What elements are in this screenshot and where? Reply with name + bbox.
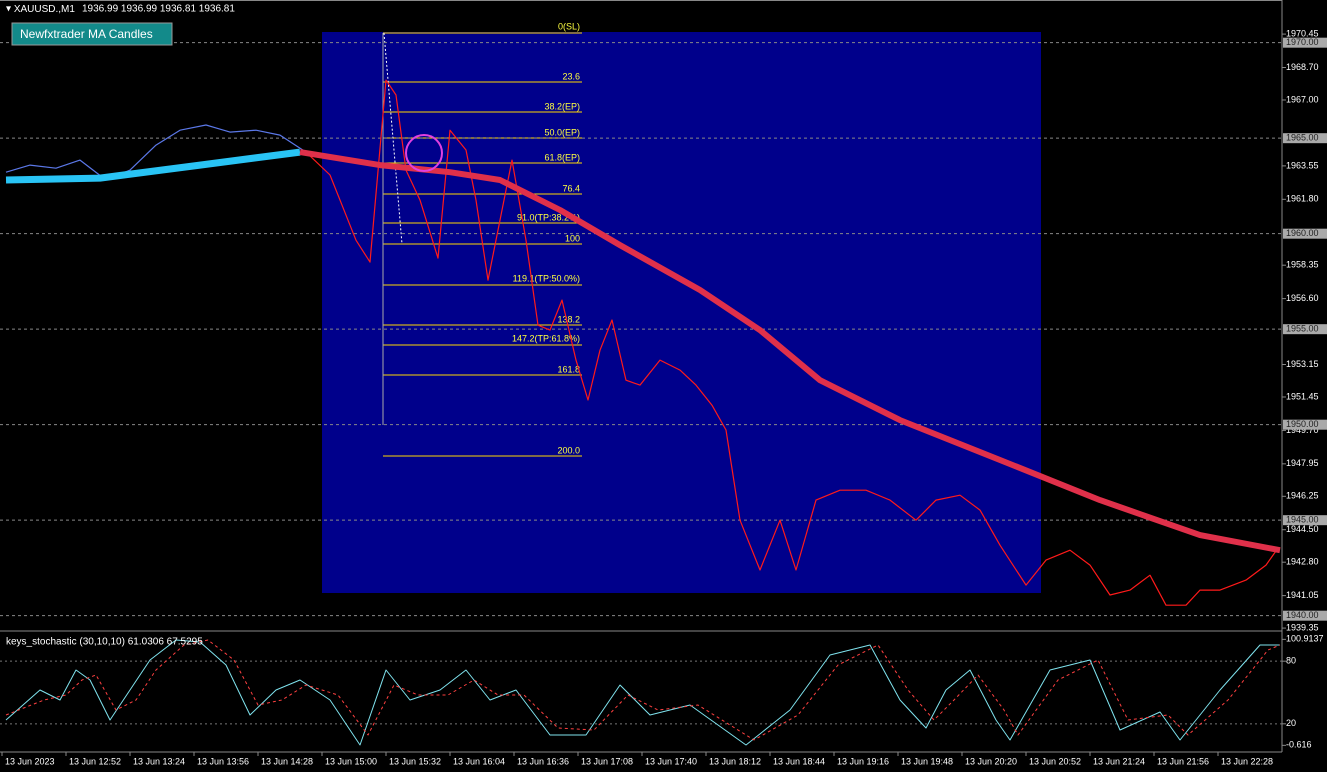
x-tick-label: 13 Jun 22:28: [1221, 756, 1273, 766]
x-tick-label: 13 Jun 18:44: [773, 756, 825, 766]
y-tick-label: 1947.95: [1286, 458, 1319, 468]
symbol-name: XAUUSD.,M1: [14, 4, 76, 15]
fib-label: 161.8: [557, 364, 580, 374]
x-tick-label: 13 Jun 13:24: [133, 756, 185, 766]
level-label: 1970.00: [1286, 37, 1319, 47]
level-box: [1283, 515, 1327, 526]
y-tick-label: 1942.80: [1286, 557, 1319, 567]
x-tick-label: 13 Jun 21:56: [1157, 756, 1209, 766]
x-tick-label: 13 Jun 16:04: [453, 756, 505, 766]
level-label: 1945.00: [1286, 515, 1319, 525]
level-box: [1283, 37, 1327, 48]
fib-label: 119.1(TP:50.0%): [513, 273, 580, 283]
symbol: ▾ XAUUSD.,M1: [6, 4, 75, 15]
fib-label: 0(SL): [558, 21, 580, 31]
x-tick-label: 13 Jun 19:48: [901, 756, 953, 766]
y-tick-label: 1956.60: [1286, 293, 1319, 303]
y-tick-label: 1968.70: [1286, 62, 1319, 72]
level-label: 1950.00: [1286, 419, 1319, 429]
y-tick-label: 1949.70: [1286, 425, 1319, 435]
fib-label: 76.4: [562, 183, 580, 193]
y-tick-label: -0.616: [1286, 740, 1312, 750]
y-tick-label: 100.9137: [1286, 634, 1324, 644]
x-tick-label: 13 Jun 13:56: [197, 756, 249, 766]
x-tick-label: 13 Jun 20:52: [1029, 756, 1081, 766]
level-label: 1955.00: [1286, 324, 1319, 334]
level-label: 1965.00: [1286, 133, 1319, 143]
y-tick-label: 80: [1286, 656, 1296, 666]
x-tick-label: 13 Jun 19:16: [837, 756, 889, 766]
series-line: [305, 79, 1279, 606]
fib-label: 23.6: [562, 71, 580, 81]
level-box: [1283, 228, 1327, 239]
ohlc: 1936.99 1936.99 1936.81 1936.81: [82, 4, 235, 15]
level-label: 1960.00: [1286, 228, 1319, 238]
level-label: 1940.00: [1286, 610, 1319, 620]
indicator-title: keys_stochastic (30,10,10) 61.0306 67.52…: [6, 637, 203, 648]
fib-label: 50.0(EP): [544, 127, 580, 137]
fib-label: 91.0(TP:38.2%): [517, 212, 580, 222]
y-tick-label: 1946.25: [1286, 491, 1319, 501]
x-tick-label: 13 Jun 16:36: [517, 756, 569, 766]
x-tick-label: 13 Jun 12:52: [69, 756, 121, 766]
y-tick-label: 1941.05: [1286, 590, 1319, 600]
y-tick-label: 1953.15: [1286, 359, 1319, 369]
fib-label: 200.0: [557, 445, 580, 455]
y-tick-label: 1967.00: [1286, 94, 1319, 104]
highlight-circle: [405, 134, 443, 172]
border: [0, 0, 1282, 1]
x-tick-label: 13 Jun 18:12: [709, 756, 761, 766]
fib-label: 100: [565, 233, 580, 243]
x-tick-label: 13 Jun 2023: [5, 756, 55, 766]
y-tick-label: 1970.45: [1286, 28, 1319, 38]
y-tick-label: 1961.80: [1286, 194, 1319, 204]
x-tick-label: 13 Jun 14:28: [261, 756, 313, 766]
x-tick-label: 13 Jun 20:20: [965, 756, 1017, 766]
y-tick-label: 1958.35: [1286, 260, 1319, 270]
fib-label: 38.2(EP): [544, 101, 580, 111]
x-tick-label: 13 Jun 21:24: [1093, 756, 1145, 766]
fib-label: 147.2(TP:61.8%): [512, 333, 580, 343]
y-tick-label: 1939.35: [1286, 622, 1319, 632]
level-box: [1283, 133, 1327, 144]
series-line: [5, 639, 1281, 741]
x-tick-label: 13 Jun 17:40: [645, 756, 697, 766]
fib-label: 61.8(EP): [544, 152, 580, 162]
series-line: [5, 148, 301, 184]
series-line: [5, 124, 307, 181]
y-tick-label: 1963.55: [1286, 160, 1319, 170]
x-tick-label: 13 Jun 17:08: [581, 756, 633, 766]
y-tick-label: 1951.45: [1286, 391, 1319, 401]
y-tick-label: 20: [1286, 718, 1296, 728]
series-line: [299, 149, 1281, 554]
series-line: [5, 639, 1280, 746]
x-tick-label: 13 Jun 15:32: [389, 756, 441, 766]
button-label[interactable]: Newfxtrader MA Candles: [20, 27, 153, 41]
indicator-button[interactable]: [11, 22, 173, 46]
zone: [322, 32, 1041, 593]
x-tick-label: 13 Jun 15:00: [325, 756, 377, 766]
y-tick-label: 1944.50: [1286, 524, 1319, 534]
level-box: [1283, 324, 1327, 335]
level-box: [1283, 419, 1327, 430]
level-box: [1283, 610, 1327, 621]
fib-label: 138.2: [557, 314, 580, 324]
fib-levels: [382, 32, 582, 457]
